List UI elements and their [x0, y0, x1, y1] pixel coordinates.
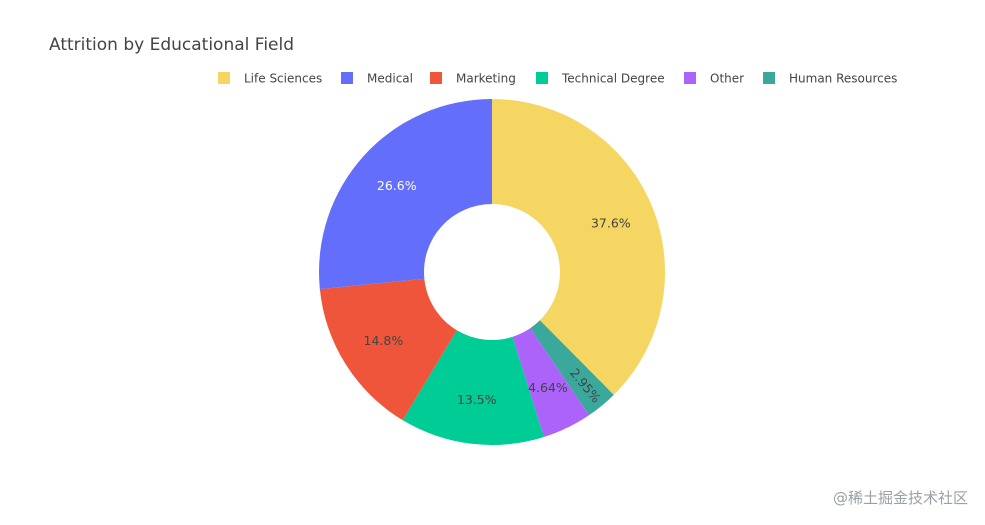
slice-label-medical: 26.6%: [377, 178, 417, 193]
legend-swatch-other: [684, 72, 696, 84]
legend-item-medical[interactable]: Medical: [341, 72, 413, 86]
legend-item-human-resources[interactable]: Human Resources: [763, 72, 897, 86]
donut-slices: [319, 98, 665, 445]
slice-label-life-sciences: 37.6%: [591, 216, 631, 231]
slice-technical-degree[interactable]: [402, 330, 544, 445]
slice-human-resources[interactable]: [530, 320, 614, 416]
slice-marketing[interactable]: [319, 278, 457, 421]
legend-item-technical-degree[interactable]: Technical Degree: [536, 72, 665, 86]
slice-life-sciences[interactable]: [492, 99, 665, 395]
watermark: @稀土掘金技术社区: [833, 489, 968, 507]
legend-label-medical: Medical: [367, 72, 413, 86]
slice-label-technical-degree: 13.5%: [457, 392, 497, 407]
legend-item-life-sciences[interactable]: Life Sciences: [218, 72, 322, 86]
legend-swatch-medical: [341, 72, 353, 84]
legend-item-other[interactable]: Other: [684, 72, 744, 86]
legend-label-life-sciences: Life Sciences: [244, 72, 322, 86]
slice-other[interactable]: [512, 328, 590, 438]
legend-swatch-life-sciences: [218, 72, 230, 84]
slice-medical[interactable]: [319, 98, 492, 290]
chart-title: Attrition by Educational Field: [49, 35, 294, 55]
legend: Life Sciences Medical Marketing Technical D…: [218, 72, 897, 86]
legend-label-human-resources: Human Resources: [789, 72, 897, 86]
slice-label-other: 4.64%: [528, 380, 568, 395]
legend-swatch-marketing: [430, 72, 442, 84]
legend-item-marketing[interactable]: Marketing: [430, 72, 516, 86]
legend-label-marketing: Marketing: [456, 72, 516, 86]
legend-swatch-human-resources: [763, 72, 775, 84]
legend-swatch-technical-degree: [536, 72, 548, 84]
legend-label-technical-degree: Technical Degree: [561, 72, 665, 86]
legend-label-other: Other: [710, 72, 744, 86]
slice-label-marketing: 14.8%: [364, 333, 404, 348]
